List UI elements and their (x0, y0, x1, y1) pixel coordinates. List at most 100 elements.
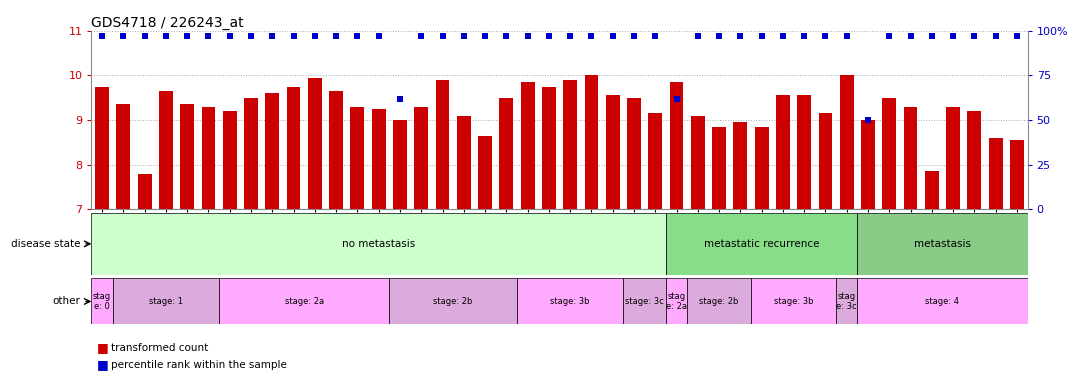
Point (923, 33, 940, 39)
Bar (91, 278, 113, 324)
Text: stage: 3b: stage: 3b (551, 297, 590, 306)
Point (498, 33, 515, 39)
Text: stage: 2a: stage: 2a (285, 297, 324, 306)
Bar (372, 109, 385, 209)
Point (880, 33, 897, 39)
Bar (393, 120, 407, 209)
Bar (390, 278, 516, 324)
Point (562, 33, 579, 39)
Point (987, 33, 1004, 39)
Bar (734, 122, 747, 209)
Bar (819, 113, 833, 209)
Point (838, 33, 855, 39)
Point (710, 33, 727, 39)
Bar (201, 107, 215, 209)
Bar (244, 98, 258, 209)
Bar (266, 93, 279, 209)
Text: other: other (53, 296, 81, 306)
Text: transformed count: transformed count (111, 343, 208, 353)
Bar (542, 86, 556, 209)
Bar (499, 98, 513, 209)
Bar (797, 96, 811, 209)
Bar (623, 278, 666, 324)
Bar (666, 213, 858, 275)
Bar (836, 278, 858, 324)
Text: disease state: disease state (11, 239, 81, 249)
Bar (414, 107, 428, 209)
Bar (925, 171, 938, 209)
Point (349, 33, 366, 39)
Bar (1010, 140, 1024, 209)
Bar (858, 213, 1028, 275)
Bar (946, 107, 960, 209)
Bar (840, 75, 853, 209)
Text: stage: 2b: stage: 2b (699, 297, 739, 306)
Point (668, 96, 685, 102)
Bar (478, 136, 492, 209)
Bar (457, 116, 470, 209)
Bar (563, 80, 577, 209)
Point (775, 33, 792, 39)
Point (455, 33, 472, 39)
Point (136, 33, 153, 39)
Bar (669, 82, 683, 209)
Bar (286, 86, 300, 209)
Point (477, 33, 494, 39)
Bar (627, 98, 641, 209)
Bar (606, 96, 620, 209)
Point (966, 33, 983, 39)
Bar (116, 104, 130, 209)
Bar (138, 174, 152, 209)
Point (434, 33, 451, 39)
Bar (712, 127, 726, 209)
Point (1008, 33, 1025, 39)
Text: GDS4718 / 226243_at: GDS4718 / 226243_at (91, 16, 244, 30)
Bar (516, 278, 623, 324)
Text: ■: ■ (97, 358, 109, 371)
Bar (521, 82, 535, 209)
Bar (436, 80, 450, 209)
Point (690, 33, 707, 39)
Bar (308, 78, 322, 209)
Bar (351, 107, 365, 209)
Bar (91, 213, 666, 275)
Bar (858, 278, 1028, 324)
Point (115, 33, 132, 39)
Point (370, 33, 387, 39)
Bar (649, 113, 662, 209)
Bar (691, 116, 705, 209)
Text: ■: ■ (97, 341, 109, 354)
Bar (989, 138, 1003, 209)
Point (902, 33, 919, 39)
Text: stag
e: 2a: stag e: 2a (666, 292, 688, 311)
Text: stage: 2b: stage: 2b (434, 297, 472, 306)
Text: no metastasis: no metastasis (342, 239, 415, 249)
Point (817, 33, 834, 39)
Bar (688, 278, 751, 324)
Point (179, 33, 196, 39)
Text: stag
e: 0: stag e: 0 (93, 292, 111, 311)
Point (519, 33, 536, 39)
Point (200, 33, 217, 39)
Point (285, 33, 302, 39)
Text: stage: 1: stage: 1 (148, 297, 183, 306)
Text: metastatic recurrence: metastatic recurrence (704, 239, 820, 249)
Bar (223, 111, 237, 209)
Bar (329, 91, 343, 209)
Bar (967, 111, 981, 209)
Bar (751, 278, 836, 324)
Bar (882, 98, 896, 209)
Bar (776, 96, 790, 209)
Point (795, 33, 812, 39)
Bar (666, 278, 688, 324)
Point (157, 33, 174, 39)
Point (583, 33, 600, 39)
Bar (220, 278, 390, 324)
Point (860, 117, 877, 123)
Point (732, 33, 749, 39)
Text: metastasis: metastasis (914, 239, 971, 249)
Point (412, 33, 429, 39)
Bar (861, 120, 875, 209)
Bar (159, 91, 173, 209)
Point (604, 33, 621, 39)
